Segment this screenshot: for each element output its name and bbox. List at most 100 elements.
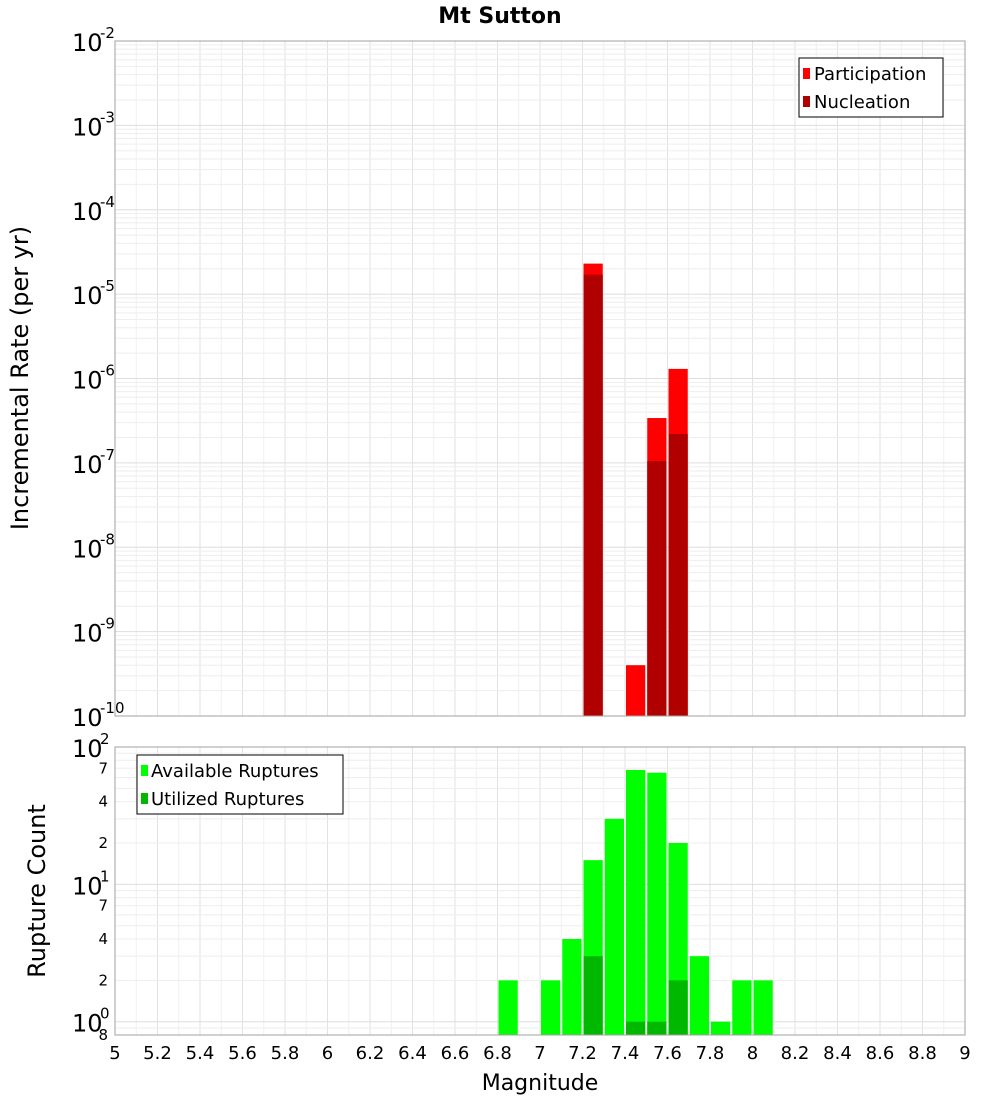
bottom-y-tick-base: 10 [72,735,103,763]
x-tick-label: 9 [959,1043,970,1064]
nucleation-bar [647,461,667,716]
top-y-tick: 10-2 [72,24,115,57]
x-tick-label: 6 [322,1043,333,1064]
top-y-tick-base: 10 [72,535,103,563]
available-bar [562,939,582,1035]
x-tick-label: 7.8 [696,1043,725,1064]
top-y-tick-base: 10 [72,451,103,479]
top-y-axis-label: Incremental Rate (per yr) [6,226,34,530]
available-bar [732,980,752,1035]
available-bar [541,980,561,1035]
available-bar [626,770,646,1035]
top-y-tick-exponent: -4 [100,193,115,211]
bottom-y-minor-tick: 7 [98,759,108,777]
top-y-tick-exponent: -3 [100,108,115,126]
top-y-tick: 10-10 [72,699,125,732]
top-grid [114,41,966,717]
x-axis-label: Magnitude [482,1071,599,1096]
bottom-y-axis-label: Rupture Count [23,804,51,978]
x-tick-label: 7.2 [568,1043,597,1064]
top-y-tick-exponent: -5 [100,277,115,295]
available-bar [647,772,667,1035]
available-bar [753,980,773,1035]
x-tick-label: 5.8 [271,1043,300,1064]
legend-label-utilized: Utilized Ruptures [151,789,304,810]
top-y-tick-base: 10 [72,704,103,732]
bottom-y-minor-tick: 4 [98,793,108,811]
available-bar [711,1021,731,1035]
legend-swatch-utilized [141,793,148,804]
bottom-y-tick: 101 [72,867,110,900]
bottom-y-minor-tick: 2 [98,971,108,989]
top-y-tick: 10-5 [72,277,115,310]
available-bar [498,980,518,1035]
bottom-y-tick-exponent: 2 [100,730,110,748]
legend-label-available: Available Ruptures [151,761,319,782]
nucleation-bar [583,274,603,716]
participation-bar [626,665,646,716]
available-bar [689,956,709,1035]
bottom-plot-frame [114,746,966,1036]
x-tick-label: 7 [534,1043,545,1064]
x-tick-label: 6.2 [356,1043,385,1064]
top-y-tick-base: 10 [72,113,103,141]
top-y-tick-exponent: -6 [100,362,115,380]
bottom-y-minor-tick: 7 [98,897,108,915]
top-y-tick: 10-6 [72,362,115,395]
x-tick-label: 7.4 [611,1043,640,1064]
x-tick-label: 5.6 [228,1043,257,1064]
top-y-tick-exponent: -8 [100,530,115,548]
x-tick-label: 6.4 [398,1043,427,1064]
chart-title: Mt Sutton [438,4,561,29]
x-tick-label: 6.6 [441,1043,470,1064]
legend-label-participation: Participation [814,64,926,85]
top-y-tick-base: 10 [72,620,103,648]
top-legend: Participation Nucleation [798,57,944,118]
x-tick-label: 5.2 [143,1043,172,1064]
top-y-tick-base: 10 [72,367,103,395]
utilized-bar [583,956,603,1035]
top-y-tick-exponent: -10 [100,699,125,717]
bottom-y-tick: 100 [72,1005,110,1038]
x-tick-label: 8.4 [823,1043,852,1064]
utilized-bar [647,1021,667,1035]
x-tick-label: 8.2 [781,1043,810,1064]
bottom-y-tick: 102 [72,730,110,763]
x-tick-label: 5.4 [186,1043,215,1064]
legend-swatch-participation [803,68,810,79]
top-y-tick-exponent: -7 [100,446,115,464]
utilized-bar [668,980,688,1035]
x-tick-label: 8.6 [866,1043,895,1064]
bottom-y-tick-base: 10 [72,1010,103,1038]
top-y-tick-exponent: -2 [100,24,115,42]
bottom-legend: Available Ruptures Utilized Ruptures [136,754,344,815]
top-y-tick-base: 10 [72,282,103,310]
x-tick-label: 6.8 [483,1043,512,1064]
bottom-bars [498,770,773,1035]
bottom-y-minor-tick: 2 [98,834,108,852]
bottom-y-minor-tick: 8 [98,1026,108,1044]
top-panel: 10-210-310-410-510-610-710-810-910-10 Mt… [6,4,966,732]
bottom-y-minor-tick: 4 [98,930,108,948]
x-tick-label: 7.6 [653,1043,682,1064]
top-y-tick: 10-3 [72,108,115,141]
top-y-tick: 10-8 [72,530,115,563]
top-y-tick-exponent: -9 [100,615,115,633]
bottom-legend-box [136,754,344,815]
legend-label-nucleation: Nucleation [814,92,910,113]
top-plot-frame [114,40,966,717]
top-y-tick-labels: 10-210-310-410-510-610-710-810-910-10 [72,24,125,732]
utilized-bar [626,1021,646,1035]
top-bars [583,263,688,716]
x-tick-label: 5 [109,1043,120,1064]
legend-swatch-available [141,765,148,776]
x-tick-label: 8 [747,1043,758,1064]
top-y-tick: 10-9 [72,615,115,648]
bottom-y-tick-base: 10 [72,872,103,900]
top-y-tick-base: 10 [72,198,103,226]
top-y-tick: 10-4 [72,193,115,226]
legend-swatch-nucleation [803,96,810,107]
